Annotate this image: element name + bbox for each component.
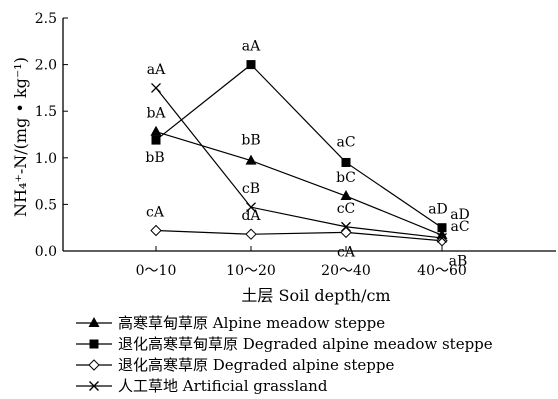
legend-label: 退化高寒草甸草原 Degraded alpine meadow steppe bbox=[118, 335, 493, 353]
y-axis-title: NH₄⁺-N/(mg • kg⁻¹) bbox=[11, 57, 30, 217]
y-tick-label: 0.5 bbox=[35, 197, 57, 213]
series-cross bbox=[151, 82, 447, 243]
data-point-diamond bbox=[88, 359, 100, 371]
x-tick-label: 0～10 bbox=[136, 263, 177, 279]
data-point-cross bbox=[341, 221, 351, 232]
significance-label: cC bbox=[337, 201, 356, 217]
series-line bbox=[155, 131, 443, 236]
data-point-triangle bbox=[88, 317, 100, 327]
data-point-cross bbox=[437, 232, 447, 243]
x-tick-label: 10～20 bbox=[226, 263, 276, 279]
cross-stroke bbox=[89, 381, 99, 391]
legend-label: 高寒草甸草原 Alpine meadow steppe bbox=[118, 314, 385, 332]
series-line bbox=[155, 87, 443, 239]
legend-item: 退化高寒草原 Degraded alpine steppe bbox=[76, 356, 394, 374]
significance-label: dA bbox=[241, 208, 261, 224]
cross-stroke bbox=[341, 221, 351, 232]
significance-label: cA bbox=[337, 244, 356, 260]
significance-label: aA bbox=[147, 62, 166, 78]
legend-item: 退化高寒草甸草原 Degraded alpine meadow steppe bbox=[76, 335, 493, 353]
y-tick-label: 2.5 bbox=[35, 11, 57, 27]
x-axis-title: 土层 Soil depth/cm bbox=[241, 286, 390, 305]
data-point-square bbox=[151, 135, 161, 145]
data-point-cross bbox=[151, 82, 161, 93]
legend-label: 退化高寒草原 Degraded alpine steppe bbox=[118, 356, 394, 374]
data-point-square bbox=[246, 60, 256, 70]
x-tick-label: 20～40 bbox=[321, 263, 371, 279]
data-point-diamond bbox=[245, 228, 257, 240]
y-tick-label: 1.0 bbox=[35, 151, 57, 167]
y-tick-label: 2.0 bbox=[35, 58, 57, 74]
significance-label: aC bbox=[336, 134, 355, 150]
cross-stroke bbox=[151, 82, 161, 93]
data-point-cross bbox=[246, 202, 256, 213]
series-triangle bbox=[150, 125, 448, 240]
significance-label: aB bbox=[449, 254, 468, 270]
significance-label: bC bbox=[336, 170, 356, 186]
significance-label: aD bbox=[428, 202, 448, 218]
data-point-diamond bbox=[340, 226, 352, 239]
significance-label: bB bbox=[145, 150, 164, 166]
legend: 高寒草甸草原 Alpine meadow steppe 退化高寒草甸草原 Degr… bbox=[76, 314, 493, 395]
data-point-cross bbox=[89, 381, 99, 391]
series-line bbox=[155, 63, 443, 229]
significance-label: cB bbox=[242, 181, 260, 197]
series-line bbox=[155, 229, 443, 242]
significance-label: aD bbox=[450, 207, 470, 223]
legend-item: 人工草地 Artificial grassland bbox=[76, 377, 328, 395]
significance-label: cA bbox=[146, 204, 165, 220]
data-point-triangle bbox=[340, 190, 352, 201]
data-point-triangle bbox=[436, 229, 448, 240]
significance-label: aA bbox=[242, 39, 261, 55]
significance-label: bB bbox=[241, 133, 260, 149]
axes: 0.0 0.5 1.0 1.5 2.0 2.5 0～10 10～20 20～40 40～60 bbox=[35, 11, 556, 279]
significance-label: bA bbox=[146, 106, 166, 122]
y-tick-label: 1.5 bbox=[35, 104, 57, 120]
legend-item: 高寒草甸草原 Alpine meadow steppe bbox=[76, 314, 385, 332]
cross-stroke bbox=[246, 202, 256, 213]
y-tick-label: 0.0 bbox=[35, 244, 57, 260]
data-point-square bbox=[437, 223, 447, 233]
series-layer bbox=[150, 60, 448, 247]
data-point-triangle bbox=[245, 154, 257, 165]
series-diamond bbox=[150, 224, 448, 247]
significance-label: aC bbox=[450, 219, 469, 235]
x-tick-label: 40～60 bbox=[417, 263, 467, 279]
series-square bbox=[151, 60, 447, 233]
data-point-square bbox=[341, 157, 351, 167]
data-point-square bbox=[89, 339, 99, 349]
data-point-diamond bbox=[150, 224, 162, 237]
data-point-triangle bbox=[150, 125, 162, 136]
cross-stroke bbox=[437, 232, 447, 243]
legend-label: 人工草地 Artificial grassland bbox=[118, 377, 328, 395]
